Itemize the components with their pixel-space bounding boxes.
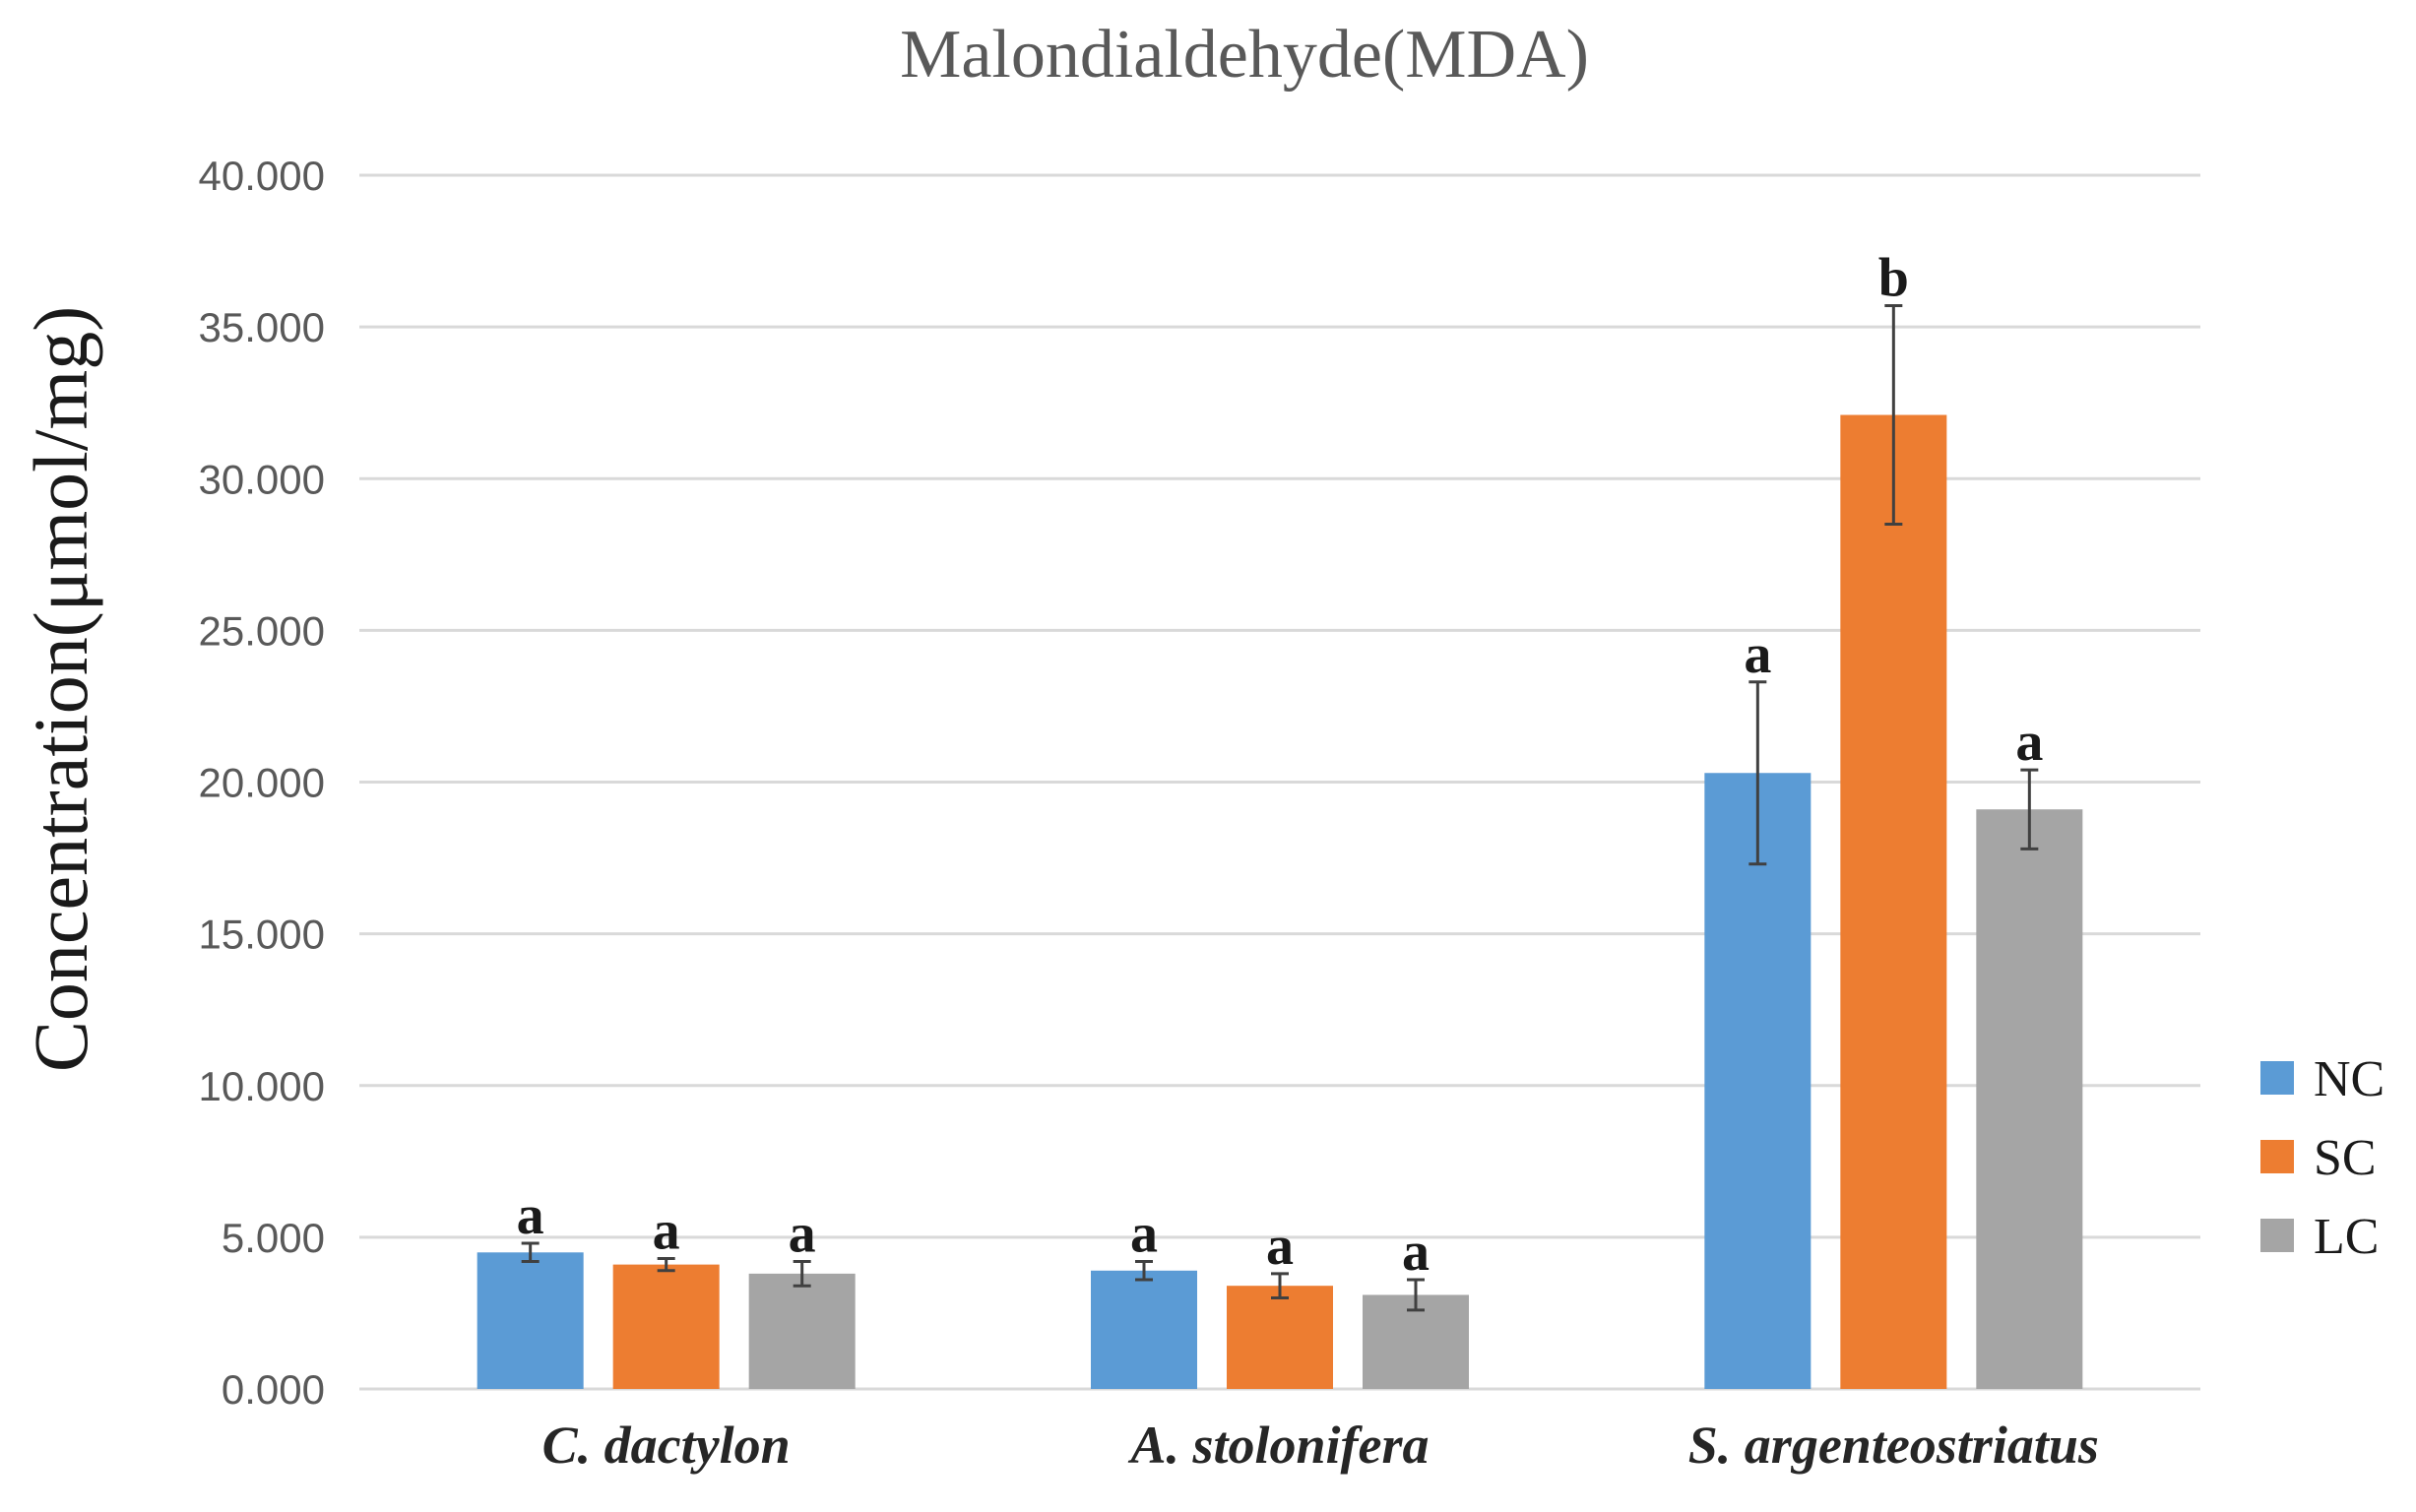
legend: NC SC LC	[2260, 1051, 2384, 1265]
significance-label: a	[1402, 1222, 1430, 1283]
significance-label: a	[1266, 1216, 1294, 1277]
bar	[477, 1252, 584, 1389]
bar	[1976, 809, 2083, 1389]
legend-swatch	[2260, 1219, 2294, 1252]
legend-swatch	[2260, 1140, 2294, 1173]
y-axis-label: Concentration(μmol/mg)	[18, 306, 103, 1072]
error-bars	[521, 304, 2039, 1312]
bar	[748, 1273, 856, 1389]
y-tick-label: 35.000	[199, 304, 325, 350]
y-tick-label: 40.000	[199, 153, 325, 199]
y-axis-ticks: 0.000 5.000 10.000 15.000 20.000 25.000 30.000…	[199, 153, 325, 1413]
x-tick-label: S. argenteostriatus	[1688, 1416, 2099, 1475]
significance-label: a	[2015, 712, 2043, 773]
significance-label: a	[517, 1185, 544, 1246]
x-tick-label: A. stolonifera	[1127, 1416, 1429, 1475]
y-tick-label: 5.000	[222, 1215, 325, 1261]
y-tick-label: 10.000	[199, 1063, 325, 1109]
legend-label: NC	[2314, 1051, 2384, 1107]
gridlines	[359, 173, 2200, 1391]
bar	[1227, 1286, 1333, 1389]
y-tick-label: 20.000	[199, 760, 325, 806]
legend-swatch	[2260, 1061, 2294, 1095]
x-axis-ticks: C. dactylon A. stolonifera S. argenteostri…	[542, 1416, 2099, 1475]
y-tick-label: 30.000	[199, 456, 325, 502]
y-tick-label: 0.000	[222, 1366, 325, 1413]
significance-label: a	[653, 1200, 680, 1261]
legend-label: SC	[2314, 1130, 2377, 1186]
significance-label: a	[1130, 1204, 1158, 1265]
bars	[477, 414, 2083, 1390]
x-tick-label: C. dactylon	[542, 1416, 791, 1475]
bar	[1704, 773, 1812, 1389]
chart-title: Malondialdehyde(MDA)	[900, 17, 1589, 93]
bar	[612, 1264, 720, 1389]
significance-label: a	[789, 1204, 816, 1265]
significance-label: a	[1744, 624, 1771, 685]
y-tick-label: 15.000	[199, 912, 325, 958]
bar	[1840, 414, 1947, 1390]
significance-labels: a a a a a a a b a	[517, 248, 2044, 1283]
bar	[1091, 1270, 1197, 1389]
legend-label: LC	[2314, 1209, 2379, 1265]
y-tick-label: 25.000	[199, 607, 325, 654]
significance-label: b	[1878, 248, 1909, 309]
